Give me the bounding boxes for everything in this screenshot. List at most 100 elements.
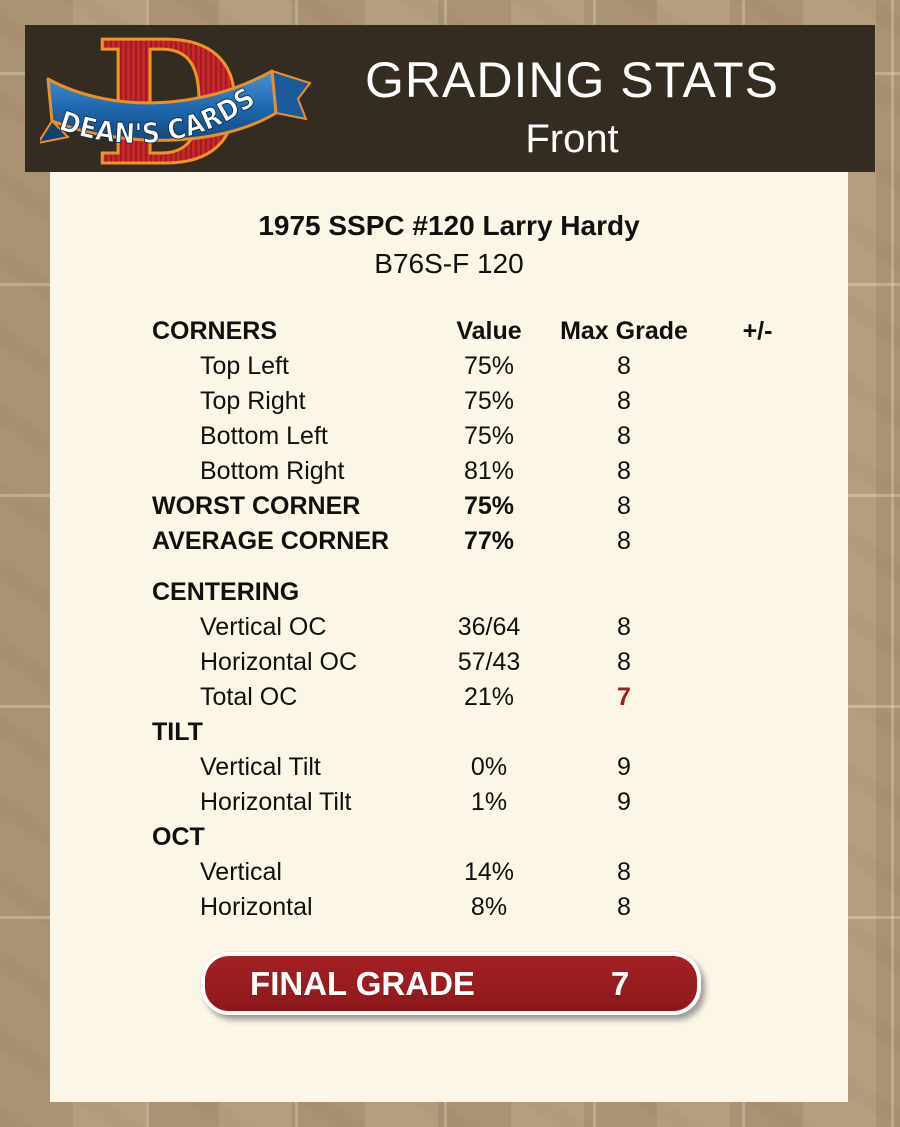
header-bar: D DEAN'S CARDS GRADING STATS Front <box>25 25 875 172</box>
row-value: 14% <box>463 858 515 886</box>
row-label: WORST CORNER <box>152 492 361 520</box>
row-plus-minus <box>690 750 825 785</box>
row-plus-minus <box>690 489 825 524</box>
row-value <box>420 575 558 610</box>
table-row: Vertical 14% 8 <box>50 855 848 890</box>
row-plus-minus <box>690 454 825 489</box>
grading-stats-table: CORNERS Value Max Grade +/- Top Left 75%… <box>50 314 848 925</box>
row-plus-minus <box>690 820 825 855</box>
table-row: Horizontal OC 57/43 8 <box>50 645 848 680</box>
row-label: Horizontal OC <box>200 648 357 676</box>
deans-cards-logo: D DEAN'S CARDS <box>40 29 312 169</box>
table-row: Bottom Left 75% 8 <box>50 419 848 454</box>
row-label: Vertical <box>200 858 282 886</box>
row-plus-minus <box>690 715 825 750</box>
table-row: WORST CORNER 75% 8 <box>50 489 848 524</box>
row-value: 57/43 <box>457 648 521 676</box>
table-row: Vertical OC 36/64 8 <box>50 610 848 645</box>
row-label: OCT <box>152 823 205 851</box>
row-grade: 8 <box>617 352 631 380</box>
row-value <box>420 820 558 855</box>
row-label: CENTERING <box>152 578 300 606</box>
row-label: Horizontal Tilt <box>200 788 352 816</box>
row-grade: 9 <box>617 753 631 781</box>
column-value: Value <box>456 317 522 345</box>
page-title: GRADING STATS <box>365 52 779 108</box>
row-value: 8% <box>470 893 508 921</box>
row-value: 0% <box>470 753 508 781</box>
ribbon-left-tail <box>40 119 71 144</box>
logo-d-monogram: D <box>94 29 241 169</box>
row-plus-minus <box>690 384 825 419</box>
row-value: 75% <box>463 352 515 380</box>
row-grade <box>558 715 690 750</box>
row-label: Horizontal <box>200 893 313 921</box>
row-value: 75% <box>463 422 515 450</box>
table-row: Top Left 75% 8 <box>50 349 848 384</box>
row-value: 77% <box>463 527 515 555</box>
row-plus-minus <box>690 524 825 559</box>
final-grade-badge[interactable]: FINAL GRADE 7 <box>201 952 701 1015</box>
row-grade: 8 <box>617 613 631 641</box>
row-grade-highlighted: 7 <box>617 683 631 711</box>
table-row: Horizontal Tilt 1% 9 <box>50 785 848 820</box>
row-plus-minus <box>690 349 825 384</box>
table-row: Bottom Right 81% 8 <box>50 454 848 489</box>
content-panel <box>50 172 848 1102</box>
row-grade: 8 <box>617 648 631 676</box>
row-value: 75% <box>463 387 515 415</box>
column-plus-minus: +/- <box>742 317 773 345</box>
table-row: Total OC 21% 7 <box>50 680 848 715</box>
table-row: AVERAGE CORNER 77% 8 <box>50 524 848 559</box>
table-header-row: CORNERS Value Max Grade +/- <box>50 314 848 349</box>
row-label: Vertical Tilt <box>200 753 321 781</box>
row-grade: 8 <box>617 527 631 555</box>
table-section-row: CENTERING <box>50 575 848 610</box>
row-value: 21% <box>463 683 515 711</box>
row-grade <box>558 575 690 610</box>
table-row: Top Right 75% 8 <box>50 384 848 419</box>
row-plus-minus <box>690 610 825 645</box>
row-grade: 9 <box>617 788 631 816</box>
row-value: 81% <box>463 457 515 485</box>
row-grade: 8 <box>617 492 631 520</box>
row-label: Bottom Right <box>200 457 345 485</box>
card-title: 1975 SSPC #120 Larry Hardy <box>258 210 640 241</box>
ribbon-band <box>46 69 278 142</box>
column-max-grade: Max Grade <box>560 317 688 345</box>
final-grade-value: 7 <box>610 965 630 1002</box>
row-label: Top Left <box>200 352 289 380</box>
row-plus-minus <box>690 680 825 715</box>
row-value <box>420 715 558 750</box>
row-label: Vertical OC <box>200 613 327 641</box>
card-code: B76S-F 120 <box>374 248 524 279</box>
row-plus-minus <box>690 419 825 454</box>
table-row: Vertical Tilt 0% 9 <box>50 750 848 785</box>
row-grade: 8 <box>617 422 631 450</box>
row-plus-minus <box>690 855 825 890</box>
table-row: Horizontal 8% 8 <box>50 890 848 925</box>
row-plus-minus <box>690 785 825 820</box>
row-grade <box>558 820 690 855</box>
row-label: Bottom Left <box>200 422 328 450</box>
row-label: AVERAGE CORNER <box>152 527 390 555</box>
row-label: Top Right <box>200 387 306 415</box>
row-grade: 8 <box>617 387 631 415</box>
row-label: TILT <box>152 718 203 746</box>
row-grade: 8 <box>617 457 631 485</box>
section-spacer <box>50 559 848 575</box>
row-grade: 8 <box>617 858 631 886</box>
table-section-row: TILT <box>50 715 848 750</box>
row-value: 1% <box>470 788 508 816</box>
row-value: 75% <box>463 492 515 520</box>
row-plus-minus <box>690 575 825 610</box>
row-plus-minus <box>690 890 825 925</box>
table-section-row: OCT <box>50 820 848 855</box>
view-subtitle: Front <box>525 117 619 161</box>
column-corners: CORNERS <box>152 317 278 345</box>
row-grade: 8 <box>617 893 631 921</box>
row-value: 36/64 <box>457 613 521 641</box>
row-label: Total OC <box>200 683 298 711</box>
row-plus-minus <box>690 645 825 680</box>
final-grade-label: FINAL GRADE <box>250 965 475 1002</box>
